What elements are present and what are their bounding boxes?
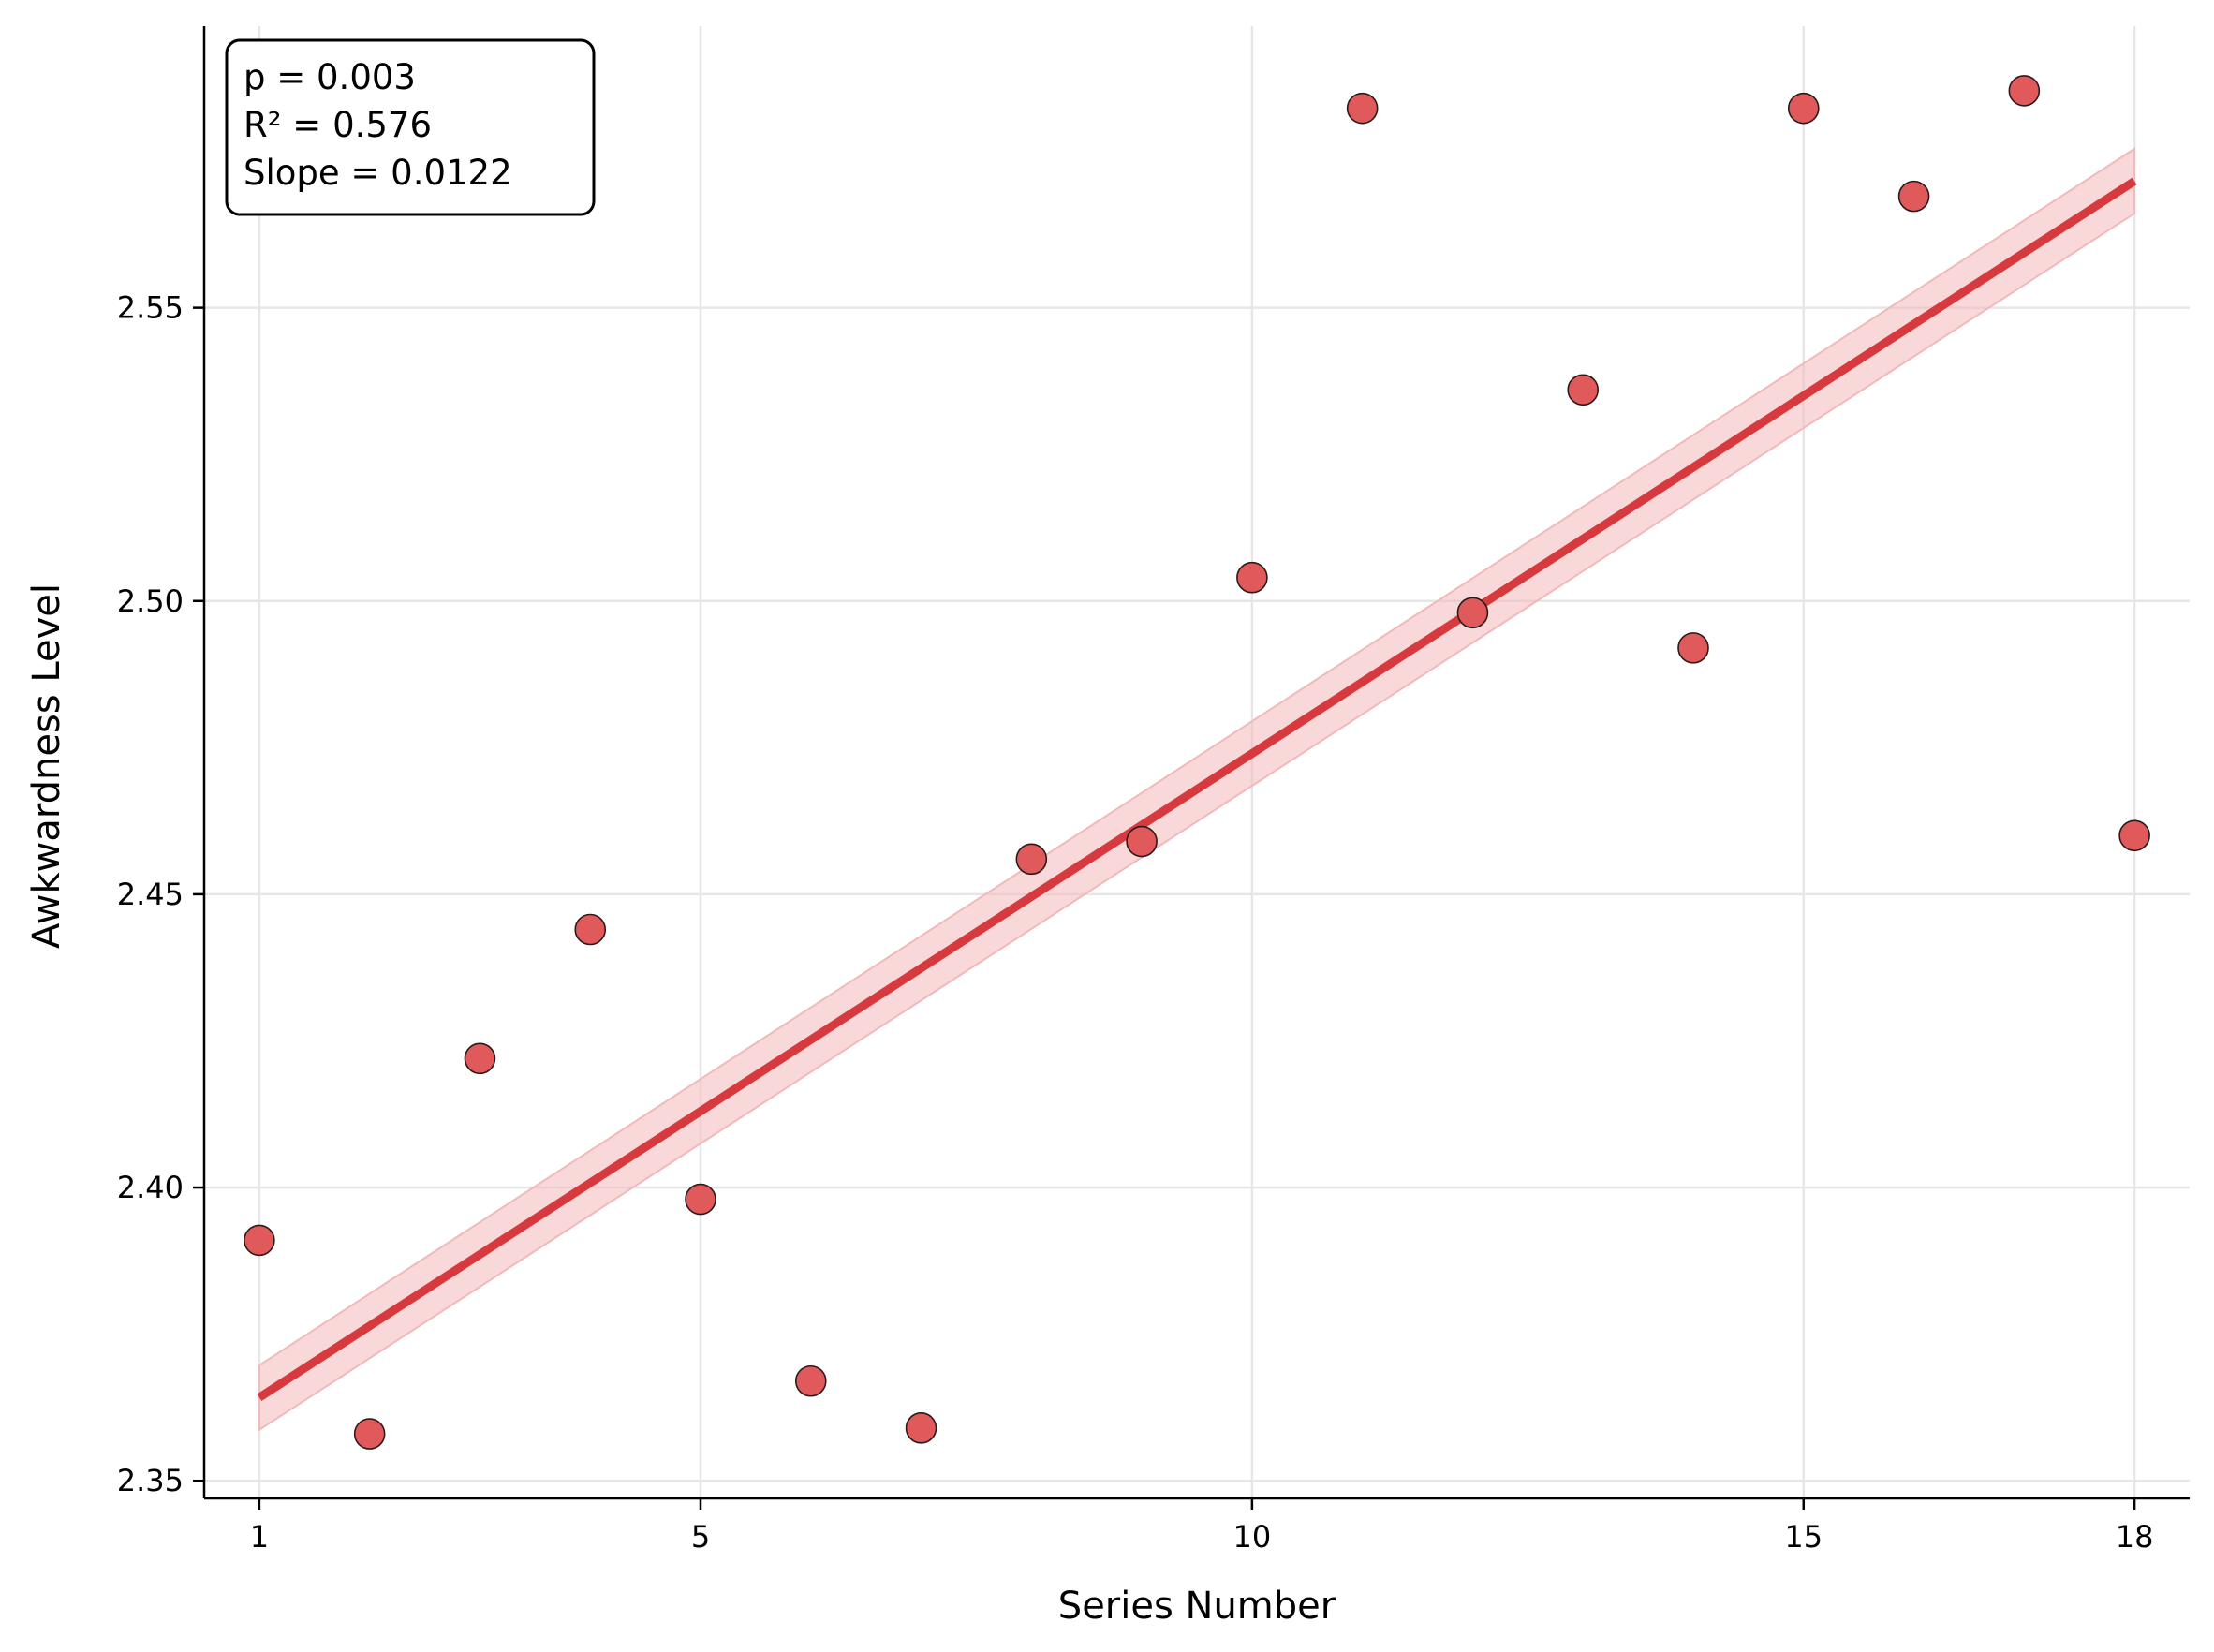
y-tick-label: 2.50 — [117, 583, 184, 619]
slope-text: Slope = 0.0122 — [244, 153, 512, 193]
x-axis-label: Series Number — [1058, 1585, 1336, 1628]
scatter-point — [1015, 843, 1048, 876]
scatter-point — [1456, 597, 1489, 629]
scatter-point — [1346, 92, 1379, 125]
scatter-point — [1787, 92, 1820, 125]
x-tick-label: 5 — [691, 1519, 710, 1555]
r-squared-text: R² = 0.576 — [244, 105, 432, 145]
stats-box-frame — [225, 38, 596, 216]
axes — [193, 26, 2190, 1510]
regression-line — [257, 177, 2137, 1402]
fit-line-group — [257, 177, 2137, 1402]
y-axis-label: Awkwardness Level — [25, 583, 68, 949]
scatter-point — [574, 913, 607, 946]
scatter-point — [2118, 819, 2150, 852]
scatter-point — [685, 1183, 716, 1216]
scatter-point — [794, 1364, 827, 1397]
scatter-point — [2008, 75, 2041, 107]
scatter-point — [1897, 180, 1930, 213]
y-tick-label: 2.40 — [117, 1170, 184, 1205]
scatter-point — [244, 1224, 275, 1257]
x-tick-label: 1 — [250, 1519, 269, 1555]
x-tick-label: 18 — [2116, 1519, 2154, 1555]
x-tick-label: 10 — [1233, 1519, 1272, 1555]
data-points — [244, 75, 2150, 1450]
y-tick-label: 2.55 — [117, 290, 184, 326]
scatter-point — [1567, 374, 1600, 406]
x-tick-label: 15 — [1784, 1519, 1823, 1555]
scatter-point — [1677, 632, 1709, 664]
scatter-point — [464, 1042, 496, 1075]
p-value-text: p = 0.003 — [244, 57, 416, 97]
tick-labels: 1 5 10 15 182.352.402.452.502.55 — [117, 290, 2154, 1555]
y-tick-label: 2.45 — [117, 877, 184, 912]
scatter-point — [1126, 825, 1158, 858]
scatter-point — [905, 1412, 937, 1444]
stats-annotation-box: p = 0.003 R² = 0.576 Slope = 0.0122 — [225, 38, 596, 216]
y-tick-label: 2.35 — [117, 1463, 184, 1498]
scatter-point — [353, 1418, 386, 1450]
scatter-point — [1236, 561, 1268, 594]
